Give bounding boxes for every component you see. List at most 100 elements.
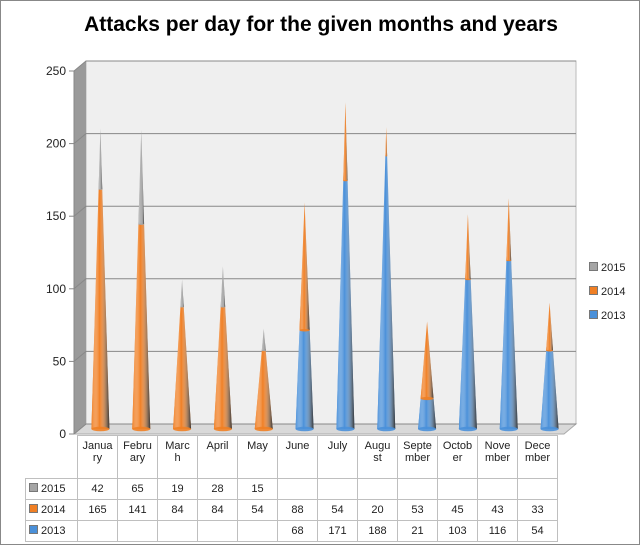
cone-base bbox=[343, 180, 348, 182]
y-tick-label: 0 bbox=[59, 427, 66, 441]
table-cell bbox=[317, 478, 358, 500]
cone-shading bbox=[213, 307, 232, 429]
cone-base bbox=[220, 306, 226, 308]
series-label: 2013 bbox=[25, 520, 78, 542]
legend-swatch bbox=[29, 483, 38, 492]
table-cell: 116 bbox=[477, 520, 518, 542]
cone-shading bbox=[385, 126, 388, 157]
cone-shading bbox=[220, 266, 226, 308]
table-cell: 84 bbox=[197, 499, 238, 521]
category-label: April bbox=[197, 435, 238, 479]
legend-swatch bbox=[589, 262, 598, 271]
table-cell: 53 bbox=[397, 499, 438, 521]
cone-shading bbox=[499, 260, 518, 429]
gridline bbox=[73, 133, 576, 144]
table-cell: 20 bbox=[357, 499, 398, 521]
category-label: Nove mber bbox=[477, 435, 518, 479]
cone-base bbox=[499, 426, 518, 432]
category-label-part: ary bbox=[129, 452, 146, 464]
y-tick-label: 100 bbox=[46, 282, 66, 296]
table-cell: 19 bbox=[157, 478, 198, 500]
category-label-part: Octob bbox=[442, 440, 473, 452]
cone-shading bbox=[343, 102, 348, 181]
cone-base bbox=[213, 426, 232, 432]
cone-shading bbox=[295, 330, 314, 429]
cone-shading bbox=[132, 224, 151, 429]
cone-shading bbox=[91, 189, 110, 429]
cone-base bbox=[336, 426, 355, 432]
gridline bbox=[73, 278, 576, 290]
cone-base bbox=[420, 396, 434, 401]
cone-shading bbox=[506, 198, 512, 261]
cone-base bbox=[385, 155, 388, 157]
legend-label: 2013 bbox=[601, 310, 626, 322]
category-label-part: h bbox=[174, 452, 181, 464]
series-label: 2015 bbox=[25, 478, 78, 500]
cone-shading bbox=[138, 129, 145, 225]
category-label-part: April bbox=[206, 440, 229, 452]
category-label: July bbox=[317, 435, 358, 479]
legend-label: 2014 bbox=[601, 286, 626, 298]
cone-shading bbox=[465, 214, 471, 280]
gridline bbox=[73, 60, 576, 72]
table-cell bbox=[517, 478, 558, 500]
table-cell: 54 bbox=[237, 499, 278, 521]
table-row: 2013 68 171 188 21 103 116 54 bbox=[25, 520, 558, 542]
legend-swatch bbox=[589, 286, 598, 295]
cone-base bbox=[132, 426, 151, 432]
category-label-part: ry bbox=[92, 452, 103, 464]
series-name: 2015 bbox=[41, 483, 66, 495]
category-label-part: mber bbox=[404, 452, 431, 464]
table-cell: 84 bbox=[157, 499, 198, 521]
category-label-part: Marc bbox=[165, 440, 190, 452]
cone-shading bbox=[420, 321, 434, 399]
table-cell bbox=[437, 478, 478, 500]
table-cell bbox=[277, 478, 318, 500]
category-label: Septe mber bbox=[397, 435, 438, 479]
cone-base bbox=[173, 426, 192, 432]
cone-base bbox=[546, 349, 553, 352]
category-label-part: Febru bbox=[123, 440, 152, 452]
category-label: Febru ary bbox=[117, 435, 158, 479]
table-cell: 165 bbox=[77, 499, 118, 521]
side-wall bbox=[74, 61, 86, 434]
table-cell: 21 bbox=[397, 520, 438, 542]
cone-shading bbox=[336, 180, 355, 429]
series-label: 2014 bbox=[25, 499, 78, 521]
table-cell bbox=[197, 520, 238, 542]
table-cell: 103 bbox=[437, 520, 478, 542]
table-cell: 45 bbox=[437, 499, 478, 521]
cone-shading bbox=[546, 302, 553, 351]
gridline bbox=[73, 423, 576, 435]
cone-shading bbox=[254, 350, 273, 429]
table-cell: 65 bbox=[117, 478, 158, 500]
cone-base bbox=[418, 426, 437, 432]
cone-shading bbox=[299, 202, 310, 331]
category-label-part: er bbox=[452, 452, 463, 464]
category-label: Octob er bbox=[437, 435, 478, 479]
cone-shading bbox=[418, 398, 437, 429]
category-label-part: mber bbox=[484, 452, 511, 464]
chart-title: Attacks per day for the given months and… bbox=[84, 13, 558, 36]
cone-base bbox=[91, 426, 110, 432]
cone-base bbox=[540, 426, 559, 432]
category-label-part: June bbox=[285, 440, 310, 452]
y-tick-label: 150 bbox=[46, 209, 66, 223]
series-name: 2013 bbox=[41, 525, 66, 537]
table-cell: 188 bbox=[357, 520, 398, 542]
table-cell bbox=[77, 520, 118, 542]
category-label-part: Nove bbox=[484, 440, 511, 452]
category-label-part: July bbox=[327, 440, 348, 452]
y-tick-label: 250 bbox=[46, 64, 66, 78]
table-cell: 33 bbox=[517, 499, 558, 521]
y-tick-label: 50 bbox=[53, 354, 67, 368]
cone-shading bbox=[261, 328, 266, 351]
table-corner bbox=[25, 435, 78, 479]
table-cell: 43 bbox=[477, 499, 518, 521]
table-cell: 28 bbox=[197, 478, 238, 500]
legend-swatch bbox=[589, 310, 598, 319]
data-table: Janua ry Febru ary Marc h April May June July Augu… bbox=[25, 435, 558, 542]
category-label-part: st bbox=[373, 452, 382, 464]
